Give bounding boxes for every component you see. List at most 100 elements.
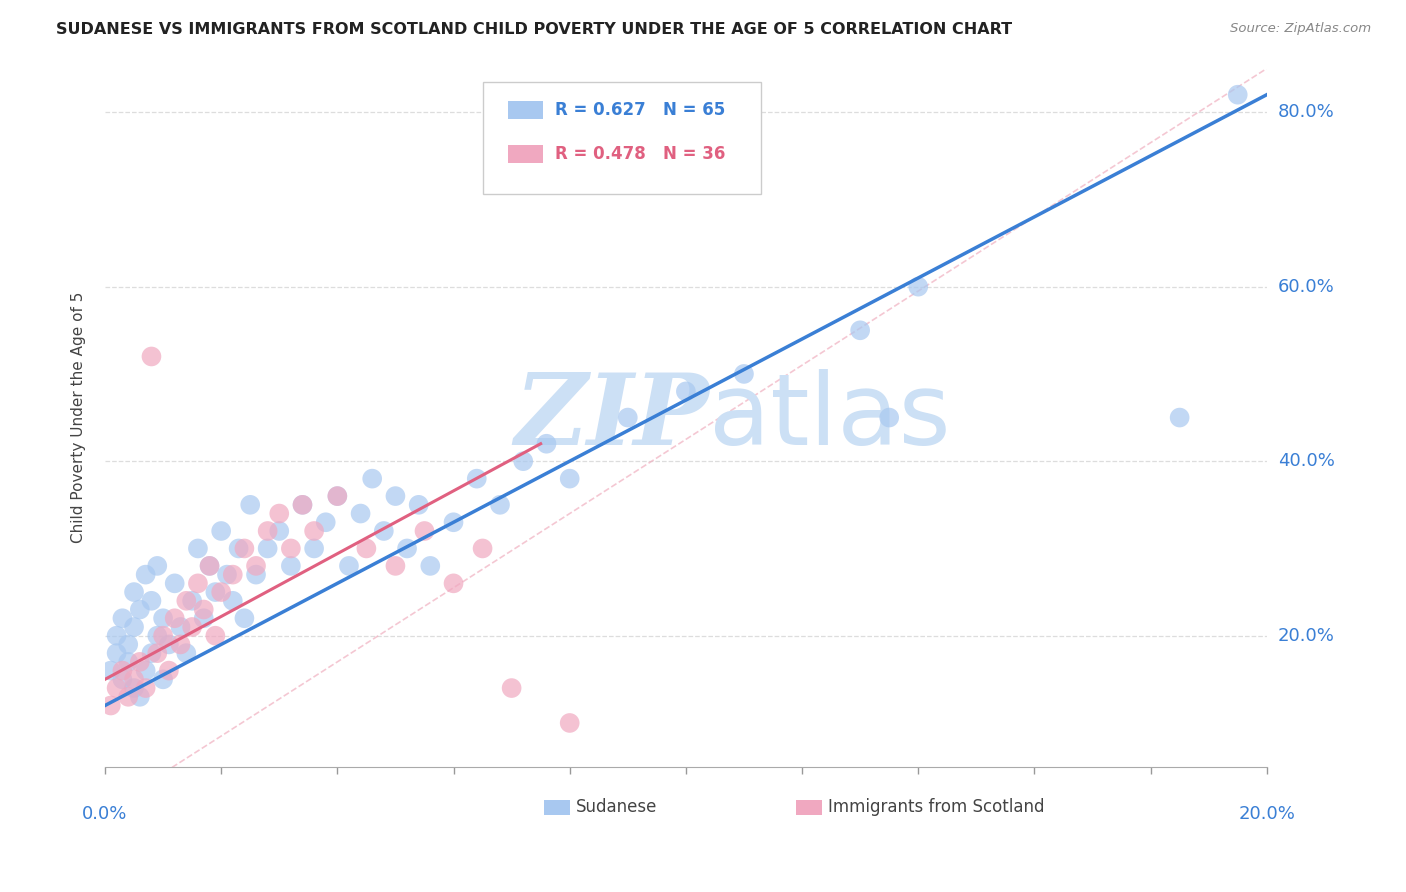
Point: [471, 541, 494, 556]
Point: [373, 524, 395, 538]
Point: [315, 516, 337, 530]
Bar: [508, 102, 543, 120]
Text: 20.0%: 20.0%: [1239, 805, 1295, 823]
Point: [413, 524, 436, 538]
Text: Immigrants from Scotland: Immigrants from Scotland: [828, 798, 1045, 816]
Point: [617, 410, 640, 425]
Point: [396, 541, 419, 556]
Point: [558, 472, 581, 486]
Text: R = 0.478   N = 36: R = 0.478 N = 36: [554, 145, 725, 162]
Text: 40.0%: 40.0%: [1278, 452, 1334, 470]
Point: [146, 646, 169, 660]
Point: [141, 646, 163, 660]
Point: [1168, 410, 1191, 425]
Text: 80.0%: 80.0%: [1278, 103, 1334, 121]
Point: [204, 629, 226, 643]
Point: [111, 611, 134, 625]
Point: [465, 472, 488, 486]
Text: ZIP: ZIP: [515, 369, 709, 466]
Text: 60.0%: 60.0%: [1278, 277, 1334, 295]
Point: [558, 715, 581, 730]
Point: [233, 541, 256, 556]
Point: [105, 681, 128, 695]
Point: [122, 681, 145, 695]
Point: [152, 611, 174, 625]
Point: [209, 524, 232, 538]
Point: [215, 567, 238, 582]
Point: [181, 594, 204, 608]
Bar: [544, 800, 569, 815]
Point: [105, 629, 128, 643]
Point: [489, 498, 512, 512]
Text: Sudanese: Sudanese: [575, 798, 657, 816]
Point: [146, 558, 169, 573]
Point: [122, 620, 145, 634]
Text: 0.0%: 0.0%: [83, 805, 128, 823]
Point: [128, 690, 150, 704]
Point: [100, 664, 122, 678]
Point: [512, 454, 534, 468]
Point: [228, 541, 250, 556]
Point: [163, 576, 186, 591]
Point: [280, 558, 302, 573]
Point: [222, 567, 245, 582]
Point: [187, 541, 209, 556]
Point: [152, 629, 174, 643]
Point: [122, 673, 145, 687]
Point: [269, 507, 291, 521]
Point: [849, 323, 872, 337]
Point: [152, 673, 174, 687]
Point: [135, 567, 157, 582]
Point: [146, 629, 169, 643]
Text: 20.0%: 20.0%: [1278, 627, 1334, 645]
Point: [135, 681, 157, 695]
FancyBboxPatch shape: [482, 82, 762, 194]
Point: [111, 664, 134, 678]
Point: [326, 489, 349, 503]
Point: [141, 350, 163, 364]
Point: [326, 489, 349, 503]
Point: [169, 620, 191, 634]
Point: [245, 567, 267, 582]
Point: [256, 524, 278, 538]
Point: [361, 472, 384, 486]
Point: [176, 594, 198, 608]
Point: [536, 436, 558, 450]
Point: [280, 541, 302, 556]
Point: [169, 637, 191, 651]
Y-axis label: Child Poverty Under the Age of 5: Child Poverty Under the Age of 5: [72, 292, 86, 543]
Point: [157, 637, 180, 651]
Text: atlas: atlas: [709, 369, 950, 466]
Point: [907, 279, 929, 293]
Point: [222, 594, 245, 608]
Point: [181, 620, 204, 634]
Point: [122, 585, 145, 599]
Point: [141, 594, 163, 608]
Point: [443, 576, 465, 591]
Point: [245, 558, 267, 573]
Point: [193, 611, 215, 625]
Point: [349, 507, 371, 521]
Point: [157, 664, 180, 678]
Point: [356, 541, 378, 556]
Point: [163, 611, 186, 625]
Point: [256, 541, 278, 556]
Point: [302, 541, 325, 556]
Point: [291, 498, 314, 512]
Point: [128, 602, 150, 616]
Point: [302, 524, 325, 538]
Point: [198, 558, 221, 573]
Point: [117, 655, 139, 669]
Bar: [796, 800, 823, 815]
Point: [443, 516, 465, 530]
Point: [675, 384, 697, 399]
Point: [1226, 87, 1249, 102]
Point: [128, 655, 150, 669]
Point: [384, 558, 406, 573]
Point: [408, 498, 430, 512]
Point: [100, 698, 122, 713]
Point: [239, 498, 262, 512]
Point: [204, 585, 226, 599]
Bar: [508, 145, 543, 162]
Point: [269, 524, 291, 538]
